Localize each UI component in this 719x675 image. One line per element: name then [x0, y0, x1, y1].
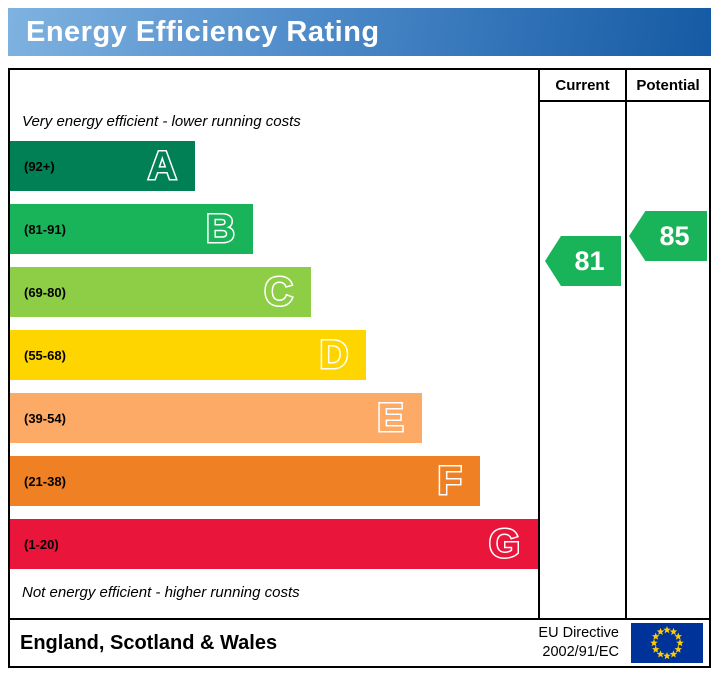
band-letter: B: [204, 206, 236, 253]
band-range-label: (81-91): [24, 221, 66, 237]
eu-flag-icon: [631, 623, 703, 663]
band-range-label: (39-54): [24, 410, 66, 426]
band-letter: F: [436, 458, 463, 505]
eu-directive-line2: 2002/91/EC: [542, 644, 619, 660]
current-rating-arrow: 81: [545, 236, 621, 286]
band-letter: G: [487, 521, 521, 568]
page-title: Energy Efficiency Rating: [26, 15, 380, 48]
bands-area: Very energy efficient - lower running co…: [10, 102, 538, 618]
current-rating-column: 81: [538, 102, 625, 618]
energy-rating-chart: Current Potential Very energy efficient …: [8, 68, 711, 620]
potential-rating-arrow: 85: [629, 211, 707, 261]
band-row-a: (92+) A: [10, 141, 195, 191]
band-row-f: (21-38) F: [10, 456, 480, 506]
potential-rating-value: 85: [659, 220, 690, 251]
eu-directive-line1: EU Directive: [538, 625, 619, 642]
band-range-label: (1-20): [24, 536, 59, 552]
band-row-g: (1-20) G: [10, 519, 538, 569]
caption-bottom: Not energy efficient - higher running co…: [22, 584, 300, 601]
title-banner: Energy Efficiency Rating: [8, 8, 711, 56]
band-range-label: (55-68): [24, 347, 66, 363]
band-range-label: (69-80): [24, 284, 66, 300]
column-header-potential: Potential: [625, 70, 709, 102]
band-row-c: (69-80) C: [10, 267, 311, 317]
potential-rating-column: 85: [625, 102, 709, 618]
band-row-b: (81-91) B: [10, 204, 253, 254]
footer-bar: England, Scotland & Wales EU Directive 2…: [8, 620, 711, 668]
band-letter: A: [146, 143, 178, 190]
band-range-label: (92+): [24, 158, 55, 174]
band-row-e: (39-54) E: [10, 393, 422, 443]
band-letter: C: [263, 269, 295, 316]
band-letter: D: [318, 332, 350, 379]
band-row-d: (55-68) D: [10, 330, 367, 380]
current-rating-value: 81: [574, 245, 605, 276]
footer-region-label: England, Scotland & Wales: [20, 631, 278, 654]
band-range-label: (21-38): [24, 473, 66, 489]
column-header-current: Current: [538, 70, 625, 102]
caption-top: Very energy efficient - lower running co…: [22, 113, 301, 130]
eu-directive-text: EU Directive 2002/91/EC: [538, 624, 619, 662]
chart-corner-cell: [10, 70, 538, 102]
band-letter: E: [376, 395, 406, 442]
